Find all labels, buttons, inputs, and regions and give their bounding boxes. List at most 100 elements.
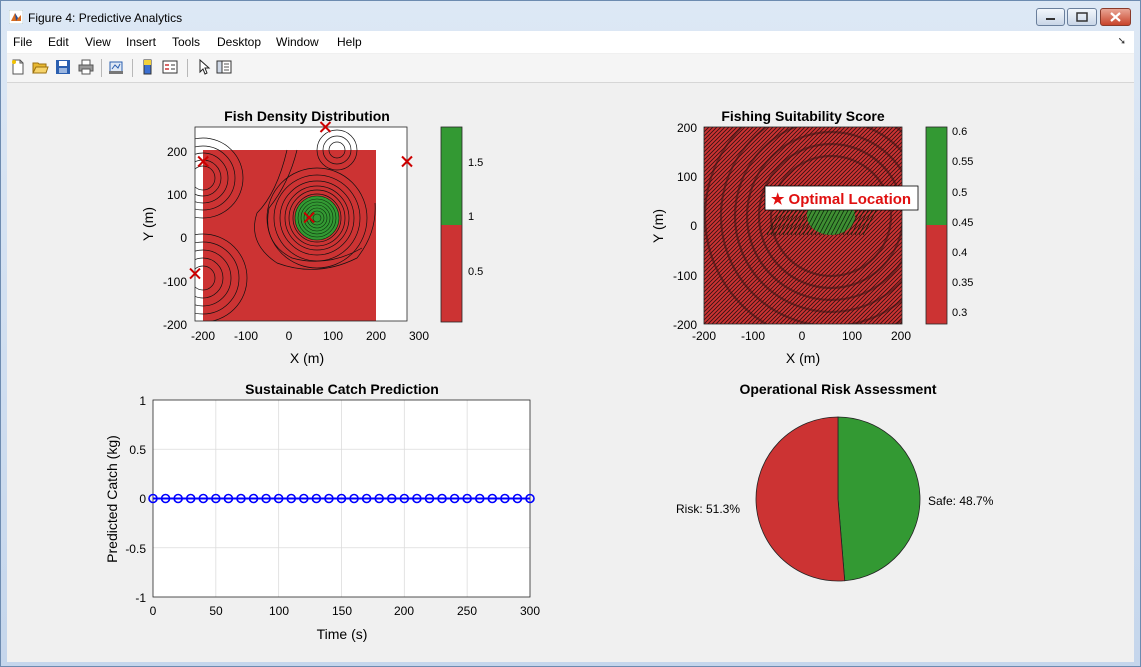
catch-point [223, 493, 234, 504]
menu-help[interactable]: Help [337, 35, 362, 49]
catch-ytick-labels: 1 0.5 0 -0.5 -1 [125, 394, 146, 605]
catch-point [462, 493, 472, 504]
suitability-title: Fishing Suitability Score [721, 108, 885, 124]
catch-ytick: -1 [135, 591, 146, 605]
new-figure-icon[interactable] [9, 58, 27, 76]
suitability-xtick: -100 [741, 329, 765, 343]
density-marker [319, 121, 332, 133]
pie-label-risk: Risk: 51.3% [676, 502, 740, 516]
catch-title: Sustainable Catch Prediction [245, 381, 439, 397]
catch-xtick-labels: 0 50 100 150 200 250 300 [150, 604, 541, 618]
toolbar-separator [101, 59, 102, 77]
catch-point [298, 493, 309, 504]
colorbar-red-segment [441, 225, 462, 322]
density-xtick: 200 [366, 329, 386, 343]
catch-xtick: 100 [269, 604, 289, 618]
pie-slice-risk [755, 416, 846, 582]
menu-edit[interactable]: Edit [48, 35, 69, 49]
suitability-colorbar[interactable]: 0.6 0.55 0.5 0.45 0.4 0.35 0.3 [925, 126, 973, 325]
colorbar-tick: 0.5 [468, 266, 483, 278]
close-icon [1110, 12, 1121, 22]
minimize-button[interactable] [1036, 8, 1065, 26]
catch-axes[interactable]: 0 50 100 150 200 250 300 1 0.5 0 -0.5 -1… [104, 381, 540, 642]
density-colorbar[interactable]: 1.5 1 0.5 [440, 126, 483, 323]
suitability-xtick: -200 [692, 329, 716, 343]
suitability-ylabel: Y (m) [650, 209, 666, 243]
menu-overflow-icon[interactable]: ➘ [1117, 36, 1126, 47]
risk-axes[interactable]: Operational Risk Assessment Safe: 48.7% … [676, 381, 994, 582]
catch-point [261, 493, 271, 504]
edit-plot-icon[interactable] [194, 58, 212, 76]
risk-title: Operational Risk Assessment [739, 381, 936, 397]
open-file-icon[interactable] [31, 58, 49, 76]
colorbar-tick: 0.4 [952, 247, 967, 259]
catch-series [148, 493, 535, 504]
colorbar-frame [440, 126, 463, 323]
matlab-icon [9, 10, 23, 24]
minimize-icon [1046, 18, 1055, 20]
catch-point [211, 493, 221, 504]
catch-ytick: -0.5 [125, 542, 146, 556]
catch-point [512, 493, 523, 504]
suitability-ytick: -200 [673, 318, 697, 332]
density-ytick: -200 [163, 318, 187, 332]
catch-point [198, 493, 209, 504]
catch-xtick: 200 [394, 604, 414, 618]
menu-tools[interactable]: Tools [172, 35, 201, 49]
catch-point [412, 493, 422, 504]
colorbar-tick: 1 [468, 211, 474, 223]
suitability-ytick: 100 [677, 170, 697, 184]
suitability-ytick: -100 [673, 269, 697, 283]
link-plot-icon[interactable] [107, 58, 125, 76]
print-icon[interactable] [77, 58, 95, 76]
catch-point [173, 493, 183, 504]
colorbar-red-segment [926, 225, 947, 324]
suitability-xtick: 100 [842, 329, 862, 343]
property-inspector-icon[interactable] [215, 58, 233, 76]
colorbar-tick: 0.35 [952, 277, 973, 289]
density-marker [303, 211, 315, 224]
colorbar-tick: 0.3 [952, 307, 967, 319]
suitability-axes[interactable]: ★ Optimal Location -200 -100 0 100 200 2… [504, 90, 1134, 366]
density-axes[interactable]: -200 -100 0 100 200 300 200 100 0 -100 -… [140, 108, 429, 366]
catch-point [487, 493, 498, 504]
menu-file[interactable]: File [13, 35, 33, 49]
pie-label-safe: Safe: 48.7% [928, 494, 994, 508]
menu-view[interactable]: View [85, 35, 111, 49]
catch-point [311, 493, 322, 504]
density-ytick: 100 [167, 188, 187, 202]
close-button[interactable] [1100, 8, 1131, 26]
title-bar[interactable]: Figure 4: Predictive Analytics [1, 1, 1140, 31]
catch-point [185, 493, 196, 504]
catch-ytick: 0.5 [129, 443, 146, 457]
maximize-icon [1076, 12, 1088, 22]
density-red-field [203, 150, 376, 321]
density-ylabel: Y (m) [140, 207, 156, 241]
density-ytick: 0 [180, 231, 187, 245]
menu-insert[interactable]: Insert [126, 35, 157, 49]
catch-point [424, 493, 435, 504]
density-xtick: 0 [286, 329, 293, 343]
catch-xtick: 0 [150, 604, 157, 618]
optimal-location-annotation: ★ Optimal Location [764, 185, 919, 211]
colorbar-tick: 0.6 [952, 126, 967, 138]
insert-colorbar-icon[interactable] [139, 58, 157, 76]
catch-point [399, 493, 410, 504]
suitability-xlabel: X (m) [786, 350, 820, 366]
catch-xtick: 50 [209, 604, 223, 618]
toolbar-separator [132, 59, 133, 77]
density-xlabel: X (m) [290, 350, 324, 366]
menu-desktop[interactable]: Desktop [217, 35, 262, 49]
save-icon[interactable] [54, 58, 72, 76]
catch-xtick: 250 [457, 604, 477, 618]
suitability-ytick: 200 [677, 121, 697, 135]
catch-ylabel: Predicted Catch (kg) [104, 435, 120, 563]
maximize-button[interactable] [1067, 8, 1097, 26]
menu-window[interactable]: Window [276, 35, 319, 49]
catch-point [148, 493, 158, 504]
density-ytick: 200 [167, 145, 187, 159]
density-xtick: 300 [409, 329, 429, 343]
catch-point [474, 493, 485, 504]
catch-xtick: 150 [332, 604, 352, 618]
insert-legend-icon[interactable] [161, 58, 179, 76]
